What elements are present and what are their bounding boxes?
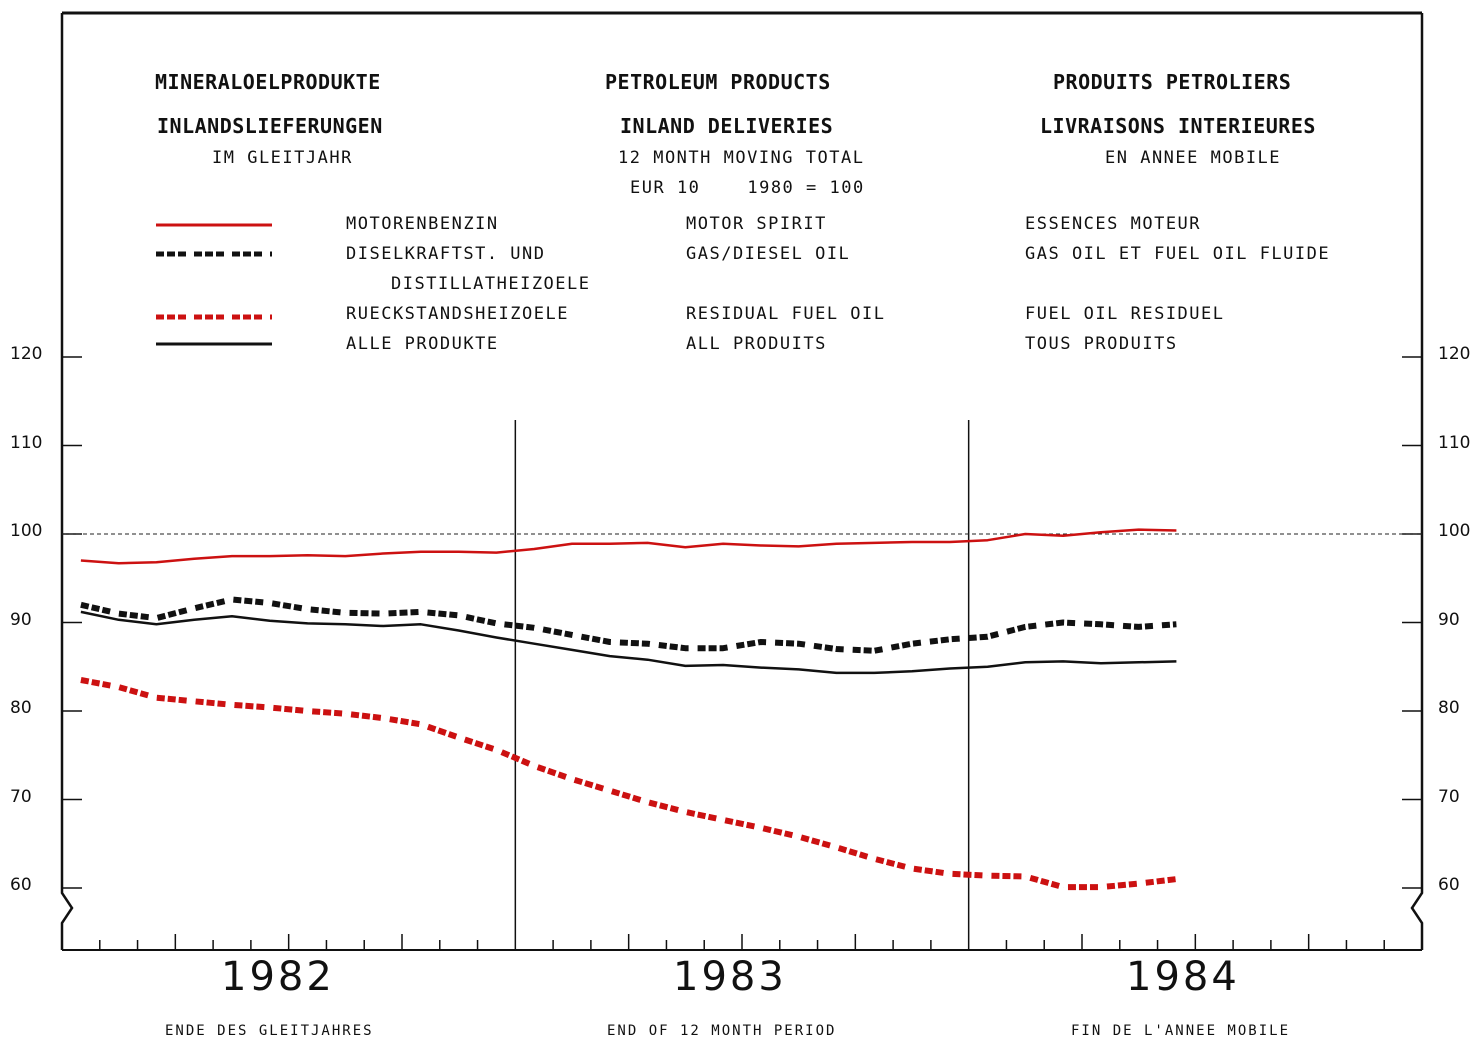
header-en-note: 12 MONTH MOVING TOTAL [618,148,865,168]
header-fr-title: PRODUITS PETROLIERS [1053,70,1292,94]
y-tick-label-left-90: 90 [10,609,32,630]
y-tick-label-left-120: 120 [10,344,43,364]
legend-de-residual: RUECKSTANDSHEIZOELE [346,304,569,324]
y-tick-label-left-60: 60 [10,875,32,895]
legend-fr-gas-diesel: GAS OIL ET FUEL OIL FLUIDE [1025,244,1331,264]
year-label-1982: 1982 [221,954,335,1000]
header-en-title: PETROLEUM PRODUCTS [605,70,831,94]
legend-de-all-products: ALLE PRODUKTE [346,334,499,354]
header-de-title: MINERALOELPRODUKTE [155,70,381,94]
header-fr-note: EN ANNEE MOBILE [1105,148,1282,168]
series-line-0 [80,528,1177,565]
y-tick-label-right-120: 120 [1438,344,1471,364]
legend-en-residual: RESIDUAL FUEL OIL [686,304,886,324]
y-tick-label-left-70: 70 [10,786,32,807]
series-layer [80,528,1177,891]
legend-de-gas-diesel-2: DISTILLATHEIZOELE [391,274,591,294]
header-en-subtitle: INLAND DELIVERIES [620,114,834,138]
footer-de: ENDE DES GLEITJAHRES [165,1023,374,1039]
legend-en-motor-spirit: MOTOR SPIRIT [686,214,827,234]
header-en-base: EUR 10 1980 = 100 [630,178,865,198]
series-line-2 [80,677,1177,891]
footer-fr: FIN DE L'ANNEE MOBILE [1071,1023,1291,1039]
y-tick-label-left-100: 100 [10,521,43,541]
y-tick-label-right-110: 110 [1438,432,1471,453]
series-line-1 [80,596,1177,654]
y-tick-label-right-90: 90 [1438,609,1460,630]
y-tick-label-left-110: 110 [10,432,43,453]
legend-en-gas-diesel: GAS/DIESEL OIL [686,244,851,264]
year-label-1984: 1984 [1126,954,1240,1000]
y-tick-label-right-70: 70 [1438,786,1460,807]
y-tick-label-left-80: 80 [10,698,32,718]
header-de-note: IM GLEITJAHR [212,148,353,168]
footer-en: END OF 12 MONTH PERIOD [607,1023,837,1039]
legend-de-motor-spirit: MOTORENBENZIN [346,214,499,234]
y-tick-label-right-60: 60 [1438,875,1460,895]
series-line-3 [80,610,1177,675]
year-label-1983: 1983 [673,954,787,1000]
legend-fr-residual: FUEL OIL RESIDUEL [1025,304,1225,324]
y-axis-right [1410,13,1424,950]
header-fr-subtitle: LIVRAISONS INTERIEURES [1040,114,1316,138]
legend-en-all-products: ALL PRODUITS [686,334,827,354]
header-de-subtitle: INLANDSLIEFERUNGEN [157,114,383,138]
legend-fr-all-products: TOUS PRODUITS [1025,334,1178,354]
y-tick-label-right-100: 100 [1438,521,1471,541]
y-axis-left [60,13,74,950]
legend-de-gas-diesel: DISELKRAFTST. UND [346,244,546,264]
legend-fr-motor-spirit: ESSENCES MOTEUR [1025,214,1202,234]
y-tick-label-right-80: 80 [1438,698,1460,718]
